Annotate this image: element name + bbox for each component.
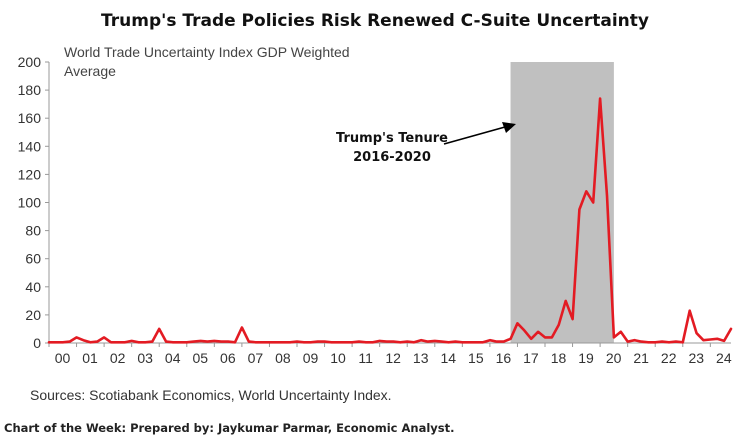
x-tick-label: 19 [578, 350, 594, 366]
series-title-line-1: World Trade Uncertainty Index GDP Weight… [64, 44, 350, 60]
x-tick-label: 02 [110, 350, 126, 366]
y-axis: 0 20 40 60 80 100 120 140 160 180 200 [18, 54, 49, 351]
series-title-line-2: Average [64, 63, 116, 79]
series-line-world-trade-uncertainty [47, 97, 733, 344]
x-tick-label: 10 [330, 350, 346, 366]
x-tick-label: 09 [303, 350, 319, 366]
x-tick-label: 14 [440, 350, 456, 366]
annotation-line-1: Trump's Tenure [336, 131, 448, 146]
y-tick-label: 160 [18, 110, 42, 126]
y-tick-label: 20 [25, 307, 41, 323]
x-tick-label: 22 [661, 350, 677, 366]
x-tick-label: 16 [496, 350, 512, 366]
x-tick-label: 00 [55, 350, 71, 366]
x-tick-label: 06 [220, 350, 236, 366]
x-tick-label: 12 [385, 350, 401, 366]
trump-tenure-shading [510, 62, 614, 343]
x-tick-label: 20 [606, 350, 622, 366]
x-tick-label: 13 [413, 350, 429, 366]
source-note: Sources: Scotiabank Economics, World Unc… [30, 387, 392, 403]
y-tick-label: 100 [18, 195, 42, 211]
footer-note: Chart of the Week: Prepared by: Jaykumar… [4, 421, 455, 435]
x-tick-label: 08 [275, 350, 291, 366]
y-tick-label: 120 [18, 166, 42, 182]
x-axis: 00 01 02 03 04 05 06 07 08 09 10 11 12 13 14 15 16 17 18 19… [48, 343, 732, 366]
x-tick-label: 07 [248, 350, 264, 366]
x-tick-label: 21 [633, 350, 649, 366]
y-tick-label: 80 [25, 223, 41, 239]
x-tick-label: 23 [688, 350, 704, 366]
y-tick-label: 40 [25, 279, 41, 295]
tenure-annotation: Trump's Tenure 2016-2020 [336, 122, 516, 165]
y-tick-label: 180 [18, 82, 42, 98]
y-tick-label: 60 [25, 251, 41, 267]
x-tick-label: 17 [523, 350, 539, 366]
chart-title: Trump's Trade Policies Risk Renewed C-Su… [101, 11, 649, 31]
y-tick-label: 0 [33, 335, 41, 351]
plot-area: 0 20 40 60 80 100 120 140 160 180 200 00 01 02 03 04 05… [18, 54, 733, 366]
x-tick-label: 01 [82, 350, 98, 366]
annotation-arrow-shaft [443, 126, 506, 145]
x-tick-label: 15 [468, 350, 484, 366]
x-tick-label: 24 [716, 350, 732, 366]
annotation-line-2: 2016-2020 [353, 150, 431, 165]
x-tick-label: 18 [551, 350, 567, 366]
x-tick-label: 11 [358, 350, 373, 366]
x-tick-label: 03 [137, 350, 153, 366]
x-tick-label: 05 [192, 350, 208, 366]
annotation-arrow-head [502, 122, 516, 133]
x-tick-label: 04 [165, 350, 181, 366]
y-tick-label: 200 [18, 54, 42, 70]
y-tick-label: 140 [18, 138, 42, 154]
